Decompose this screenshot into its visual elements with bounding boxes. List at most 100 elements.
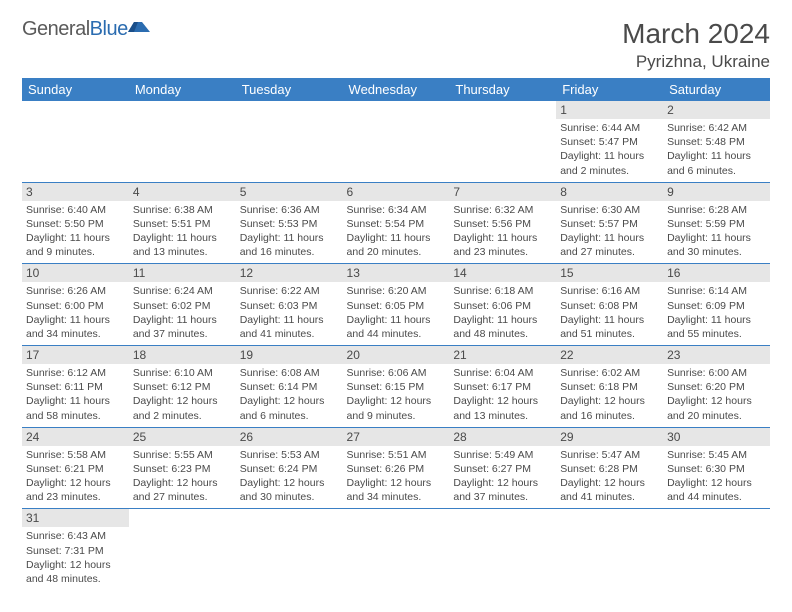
sunrise-text: Sunrise: 6:28 AM	[667, 203, 766, 217]
sunset-text: Sunset: 5:47 PM	[560, 135, 659, 149]
sunset-text: Sunset: 5:56 PM	[453, 217, 552, 231]
sunrise-text: Sunrise: 6:08 AM	[240, 366, 339, 380]
sunrise-text: Sunrise: 6:18 AM	[453, 284, 552, 298]
sunset-text: Sunset: 6:23 PM	[133, 462, 232, 476]
flag-icon	[128, 18, 150, 34]
sunset-text: Sunset: 5:51 PM	[133, 217, 232, 231]
logo-text-blue: Blue	[90, 18, 128, 40]
sunrise-text: Sunrise: 6:43 AM	[26, 529, 125, 543]
day-number: 27	[343, 428, 450, 446]
sunset-text: Sunset: 6:20 PM	[667, 380, 766, 394]
day-info: Sunrise: 6:26 AMSunset: 6:00 PMDaylight:…	[22, 282, 129, 345]
day-number: 15	[556, 264, 663, 282]
daylight-text: Daylight: 12 hours and 2 minutes.	[133, 394, 232, 422]
day-number	[129, 101, 236, 119]
calendar-day-cell: 5Sunrise: 6:36 AMSunset: 5:53 PMDaylight…	[236, 182, 343, 264]
calendar-day-cell: 6Sunrise: 6:34 AMSunset: 5:54 PMDaylight…	[343, 182, 450, 264]
day-info: Sunrise: 6:28 AMSunset: 5:59 PMDaylight:…	[663, 201, 770, 264]
calendar-week-row: 3Sunrise: 6:40 AMSunset: 5:50 PMDaylight…	[22, 182, 770, 264]
day-number: 18	[129, 346, 236, 364]
calendar-week-row: 31Sunrise: 6:43 AMSunset: 7:31 PMDayligh…	[22, 509, 770, 590]
day-number	[236, 101, 343, 119]
day-info: Sunrise: 6:02 AMSunset: 6:18 PMDaylight:…	[556, 364, 663, 427]
sunrise-text: Sunrise: 6:02 AM	[560, 366, 659, 380]
sunset-text: Sunset: 6:17 PM	[453, 380, 552, 394]
day-number: 5	[236, 183, 343, 201]
header: GeneralBlue March 2024 Pyrizhna, Ukraine	[22, 18, 770, 72]
calendar-day-cell: 26Sunrise: 5:53 AMSunset: 6:24 PMDayligh…	[236, 427, 343, 509]
day-number: 26	[236, 428, 343, 446]
calendar-day-cell: 13Sunrise: 6:20 AMSunset: 6:05 PMDayligh…	[343, 264, 450, 346]
day-number: 29	[556, 428, 663, 446]
day-info: Sunrise: 6:43 AMSunset: 7:31 PMDaylight:…	[22, 527, 129, 590]
sunset-text: Sunset: 5:48 PM	[667, 135, 766, 149]
sunset-text: Sunset: 5:57 PM	[560, 217, 659, 231]
sunrise-text: Sunrise: 6:24 AM	[133, 284, 232, 298]
day-info: Sunrise: 6:44 AMSunset: 5:47 PMDaylight:…	[556, 119, 663, 182]
day-number: 17	[22, 346, 129, 364]
day-number: 31	[22, 509, 129, 527]
day-info	[129, 527, 236, 581]
day-number: 8	[556, 183, 663, 201]
weekday-header: Saturday	[663, 78, 770, 101]
calendar-day-cell	[556, 509, 663, 590]
day-info: Sunrise: 6:12 AMSunset: 6:11 PMDaylight:…	[22, 364, 129, 427]
sunrise-text: Sunrise: 5:47 AM	[560, 448, 659, 462]
day-number	[449, 509, 556, 527]
day-info	[236, 527, 343, 581]
calendar-day-cell: 28Sunrise: 5:49 AMSunset: 6:27 PMDayligh…	[449, 427, 556, 509]
calendar-day-cell	[449, 509, 556, 590]
day-number: 2	[663, 101, 770, 119]
sunset-text: Sunset: 6:21 PM	[26, 462, 125, 476]
day-number: 16	[663, 264, 770, 282]
calendar-day-cell	[236, 101, 343, 182]
sunrise-text: Sunrise: 6:10 AM	[133, 366, 232, 380]
sunset-text: Sunset: 6:26 PM	[347, 462, 446, 476]
daylight-text: Daylight: 12 hours and 27 minutes.	[133, 476, 232, 504]
day-number: 28	[449, 428, 556, 446]
day-info	[343, 119, 450, 173]
daylight-text: Daylight: 11 hours and 30 minutes.	[667, 231, 766, 259]
day-number: 10	[22, 264, 129, 282]
calendar-week-row: 1Sunrise: 6:44 AMSunset: 5:47 PMDaylight…	[22, 101, 770, 182]
weekday-header: Wednesday	[343, 78, 450, 101]
sunset-text: Sunset: 6:00 PM	[26, 299, 125, 313]
day-number: 19	[236, 346, 343, 364]
sunrise-text: Sunrise: 6:34 AM	[347, 203, 446, 217]
calendar-day-cell: 12Sunrise: 6:22 AMSunset: 6:03 PMDayligh…	[236, 264, 343, 346]
day-number: 21	[449, 346, 556, 364]
daylight-text: Daylight: 11 hours and 16 minutes.	[240, 231, 339, 259]
day-number: 1	[556, 101, 663, 119]
day-number	[236, 509, 343, 527]
sunrise-text: Sunrise: 5:58 AM	[26, 448, 125, 462]
daylight-text: Daylight: 12 hours and 34 minutes.	[347, 476, 446, 504]
sunset-text: Sunset: 6:06 PM	[453, 299, 552, 313]
calendar-day-cell	[22, 101, 129, 182]
daylight-text: Daylight: 11 hours and 51 minutes.	[560, 313, 659, 341]
sunset-text: Sunset: 6:08 PM	[560, 299, 659, 313]
daylight-text: Daylight: 12 hours and 6 minutes.	[240, 394, 339, 422]
day-number	[343, 509, 450, 527]
sunrise-text: Sunrise: 6:14 AM	[667, 284, 766, 298]
day-info: Sunrise: 5:53 AMSunset: 6:24 PMDaylight:…	[236, 446, 343, 509]
sunrise-text: Sunrise: 6:06 AM	[347, 366, 446, 380]
weekday-header: Monday	[129, 78, 236, 101]
day-info: Sunrise: 6:04 AMSunset: 6:17 PMDaylight:…	[449, 364, 556, 427]
calendar-day-cell: 9Sunrise: 6:28 AMSunset: 5:59 PMDaylight…	[663, 182, 770, 264]
day-number	[556, 509, 663, 527]
daylight-text: Daylight: 11 hours and 48 minutes.	[453, 313, 552, 341]
calendar-day-cell	[449, 101, 556, 182]
day-info: Sunrise: 5:47 AMSunset: 6:28 PMDaylight:…	[556, 446, 663, 509]
sunrise-text: Sunrise: 5:55 AM	[133, 448, 232, 462]
sunset-text: Sunset: 6:11 PM	[26, 380, 125, 394]
day-info: Sunrise: 5:51 AMSunset: 6:26 PMDaylight:…	[343, 446, 450, 509]
day-number: 22	[556, 346, 663, 364]
daylight-text: Daylight: 12 hours and 16 minutes.	[560, 394, 659, 422]
day-info: Sunrise: 6:40 AMSunset: 5:50 PMDaylight:…	[22, 201, 129, 264]
calendar-day-cell: 8Sunrise: 6:30 AMSunset: 5:57 PMDaylight…	[556, 182, 663, 264]
day-info: Sunrise: 6:42 AMSunset: 5:48 PMDaylight:…	[663, 119, 770, 182]
sunrise-text: Sunrise: 6:26 AM	[26, 284, 125, 298]
day-info: Sunrise: 6:32 AMSunset: 5:56 PMDaylight:…	[449, 201, 556, 264]
calendar-day-cell: 7Sunrise: 6:32 AMSunset: 5:56 PMDaylight…	[449, 182, 556, 264]
calendar-week-row: 17Sunrise: 6:12 AMSunset: 6:11 PMDayligh…	[22, 346, 770, 428]
